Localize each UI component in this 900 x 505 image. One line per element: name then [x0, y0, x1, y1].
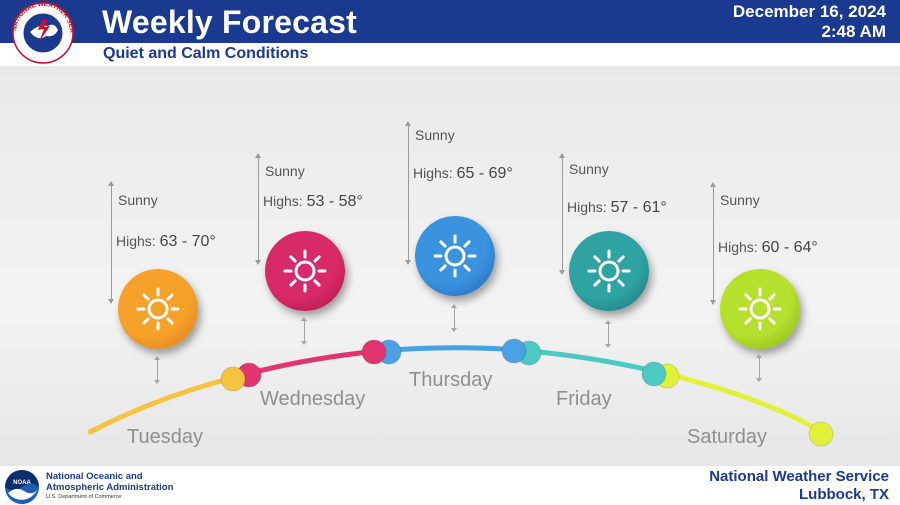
noaa-logo-icon: NOAA — [5, 470, 39, 504]
highs-thursday: Highs: 65 - 69° — [413, 165, 513, 183]
condition-thursday: Sunny — [415, 127, 455, 143]
sun-ball-tuesday — [118, 269, 198, 349]
highs-range: 60 - 64° — [761, 239, 818, 256]
condition-friday: Sunny — [569, 161, 609, 177]
arc-segment-saturday — [655, 369, 825, 435]
highs-label: Highs: — [413, 165, 453, 181]
day-arc — [87, 338, 834, 447]
day-label-tuesday: Tuesday — [127, 426, 203, 448]
arc-node-dot — [220, 366, 246, 392]
header: NATIONAL WEATHER SERVICE Weekly Forecast… — [0, 0, 900, 66]
day-label-thursday: Thursday — [409, 369, 493, 391]
sun-ball-friday — [569, 231, 649, 311]
footer: NOAA National Oceanic and Atmospheric Ad… — [0, 466, 900, 505]
office-info: National Weather Service Lubbock, TX — [709, 468, 889, 504]
highs-tuesday: Highs: 63 - 70° — [116, 233, 216, 251]
highs-label: Highs: — [718, 239, 758, 255]
sun-icon — [433, 234, 477, 278]
highs-label: Highs: — [116, 233, 156, 249]
forecast-stage: Sunny Highs: 63 - 70° Tuesday Sunny Highs: 5… — [0, 66, 900, 466]
highs-range: 65 - 69° — [456, 165, 513, 182]
range-line-friday — [559, 153, 565, 275]
arc-segment-tuesday — [87, 374, 239, 435]
range-line-saturday — [710, 182, 716, 305]
tick-wednesday — [301, 317, 307, 345]
day-label-saturday: Saturday — [687, 426, 768, 448]
range-line-wednesday — [255, 153, 261, 265]
tick-thursday — [451, 304, 457, 332]
sun-icon — [136, 287, 180, 331]
highs-wednesday: Highs: 53 - 58° — [263, 193, 363, 211]
sun-icon — [738, 287, 782, 331]
header-band — [0, 0, 900, 43]
noaa-name: National Oceanic and Atmospheric Adminis… — [46, 471, 174, 493]
condition-saturday: Sunny — [720, 192, 760, 208]
tick-tuesday — [154, 356, 160, 384]
sun-ball-thursday — [415, 216, 495, 296]
arc-node-dot — [808, 421, 834, 447]
arc-node-dot — [501, 338, 527, 364]
range-line-thursday — [405, 121, 411, 265]
arc-node-dot — [641, 361, 667, 387]
highs-range: 53 - 58° — [306, 193, 363, 210]
page-title: Weekly Forecast — [102, 4, 357, 40]
date-text: December 16, 2024 — [732, 2, 886, 21]
noaa-logo-text: NOAA — [13, 480, 31, 486]
time-text: 2:48 AM — [821, 22, 886, 41]
arc-node-dot — [361, 339, 387, 365]
sun-icon — [587, 249, 631, 293]
highs-friday: Highs: 57 - 61° — [567, 199, 667, 217]
nws-logo-icon: NATIONAL WEATHER SERVICE — [8, 2, 75, 64]
noaa-department: U.S. Department of Commerce — [46, 494, 122, 500]
highs-label: Highs: — [567, 199, 607, 215]
tick-friday — [605, 320, 611, 348]
date-time: December 16, 2024 2:48 AM — [733, 2, 886, 42]
page-subtitle: Quiet and Calm Conditions — [103, 45, 309, 62]
office-location: Lubbock, TX — [799, 486, 889, 503]
condition-wednesday: Sunny — [265, 163, 305, 179]
office-name: National Weather Service — [709, 468, 889, 485]
highs-label: Highs: — [263, 193, 303, 209]
day-label-friday: Friday — [556, 388, 612, 410]
highs-range: 63 - 70° — [159, 233, 216, 250]
tick-saturday — [756, 354, 762, 382]
day-label-wednesday: Wednesday — [260, 388, 366, 410]
sun-icon — [283, 249, 327, 293]
sun-ball-saturday — [720, 269, 800, 349]
range-line-tuesday — [108, 181, 114, 304]
highs-saturday: Highs: 60 - 64° — [718, 239, 818, 257]
highs-range: 57 - 61° — [610, 199, 667, 216]
condition-tuesday: Sunny — [118, 192, 158, 208]
sun-ball-wednesday — [265, 231, 345, 311]
